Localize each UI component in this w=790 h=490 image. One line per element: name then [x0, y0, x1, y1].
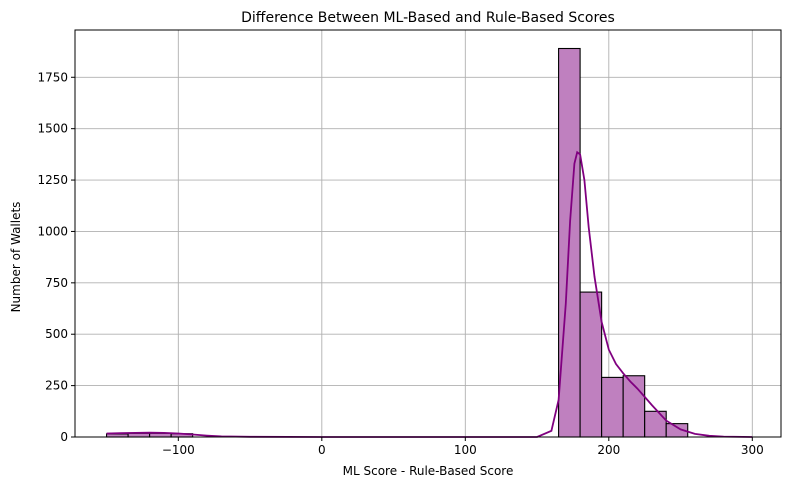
histogram-bar [644, 410, 667, 438]
y-tick-label: 1000 [37, 224, 68, 238]
x-tick-label: 100 [454, 443, 477, 457]
histogram-bar [579, 291, 603, 438]
y-tick-label: 1750 [37, 70, 68, 84]
histogram-bar [601, 376, 624, 438]
y-axis-title: Number of Wallets [9, 202, 23, 313]
grid-lines [75, 30, 781, 438]
y-tick-label: 500 [45, 327, 68, 341]
x-tick-label: −100 [162, 443, 195, 457]
y-tick-label: 1500 [37, 122, 68, 136]
y-tick-label: 1250 [37, 173, 68, 187]
plot-frame [74, 29, 782, 438]
y-tick-label: 250 [45, 379, 68, 393]
y-axis-ticks: 0 250 500 750 1000 1250 1500 1750 [37, 70, 75, 444]
x-tick-label: 300 [741, 443, 764, 457]
histogram-bars [106, 47, 689, 438]
x-axis-ticks: −100 0 100 200 300 [162, 437, 764, 457]
x-tick-label: 200 [597, 443, 620, 457]
x-axis-title: ML Score - Rule-Based Score [343, 464, 514, 478]
kde-curve [106, 150, 753, 438]
x-tick-label: 0 [318, 443, 326, 457]
y-tick-label: 750 [45, 276, 68, 290]
y-tick-label: 0 [60, 430, 68, 444]
chart-title: Difference Between ML-Based and Rule-Bas… [241, 10, 615, 26]
